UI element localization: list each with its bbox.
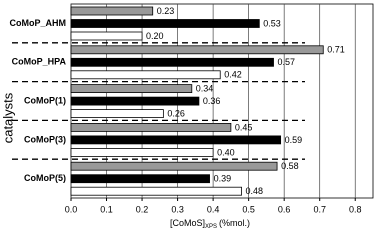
y-tick-label: CoMoP(1) [24, 95, 66, 105]
y-axis-label: catalysts [0, 92, 15, 143]
y-tick-label: CoMoP(3) [24, 134, 66, 144]
chart: [CoMoS]XPS (%mol.) catalysts 0.0 0.1 0.2 0.3… [0, 3, 374, 230]
bar [70, 57, 274, 67]
x-tick-label: 0.8 [349, 204, 362, 214]
value-label: 0.53 [263, 18, 281, 28]
value-label: 0.45 [235, 122, 253, 132]
y-tick-label: CoMoP_HPA [12, 57, 67, 67]
x-tick-label: 0.5 [242, 204, 255, 214]
value-label: 0.36 [203, 96, 221, 106]
bar [70, 186, 242, 196]
bar [70, 70, 221, 80]
bar [70, 6, 154, 16]
x-label-sub: XPS [205, 224, 217, 230]
x-tick-label: 0.1 [100, 204, 113, 214]
x-tick-label: 0.2 [136, 204, 149, 214]
y-tick-label: CoMoP_AHM [10, 18, 67, 28]
value-label: 0.71 [327, 45, 345, 55]
x-tick-label: 0.0 [65, 204, 78, 214]
value-label: 0.34 [196, 83, 214, 93]
y-tick-label: CoMoP(5) [24, 173, 66, 183]
value-label: 0.39 [214, 174, 232, 184]
value-label: 0.26 [167, 108, 185, 118]
bar [70, 31, 143, 41]
x-tick-label: 0.4 [207, 204, 220, 214]
value-label: 0.48 [246, 186, 264, 196]
value-label: 0.42 [224, 70, 242, 80]
bar [70, 19, 260, 28]
value-label: 0.23 [157, 6, 175, 16]
bar [70, 45, 324, 55]
value-label: 0.40 [217, 147, 235, 157]
x-tick-label: 0.3 [171, 204, 184, 214]
bar [70, 96, 200, 106]
value-label: 0.59 [285, 135, 303, 145]
page: [CoMoS]XPS (%mol.) catalysts 0.0 0.1 0.2 0.3… [0, 3, 374, 230]
x-axis-label: [CoMoS]XPS (%mol.) [170, 218, 250, 229]
bar [70, 147, 214, 157]
bar [70, 161, 278, 171]
x-tick-label: 0.6 [278, 204, 291, 214]
value-label: 0.58 [281, 161, 299, 171]
bar [70, 109, 164, 118]
bar [70, 174, 210, 184]
x-tick-label: 0.7 [313, 204, 326, 214]
x-label-main: [CoMoS] [170, 218, 205, 228]
value-label: 0.57 [278, 57, 296, 67]
value-label: 0.20 [146, 31, 164, 41]
bar [70, 135, 282, 145]
bar [70, 123, 232, 132]
bar [70, 84, 193, 93]
x-label-unit: (%mol.) [219, 218, 250, 228]
